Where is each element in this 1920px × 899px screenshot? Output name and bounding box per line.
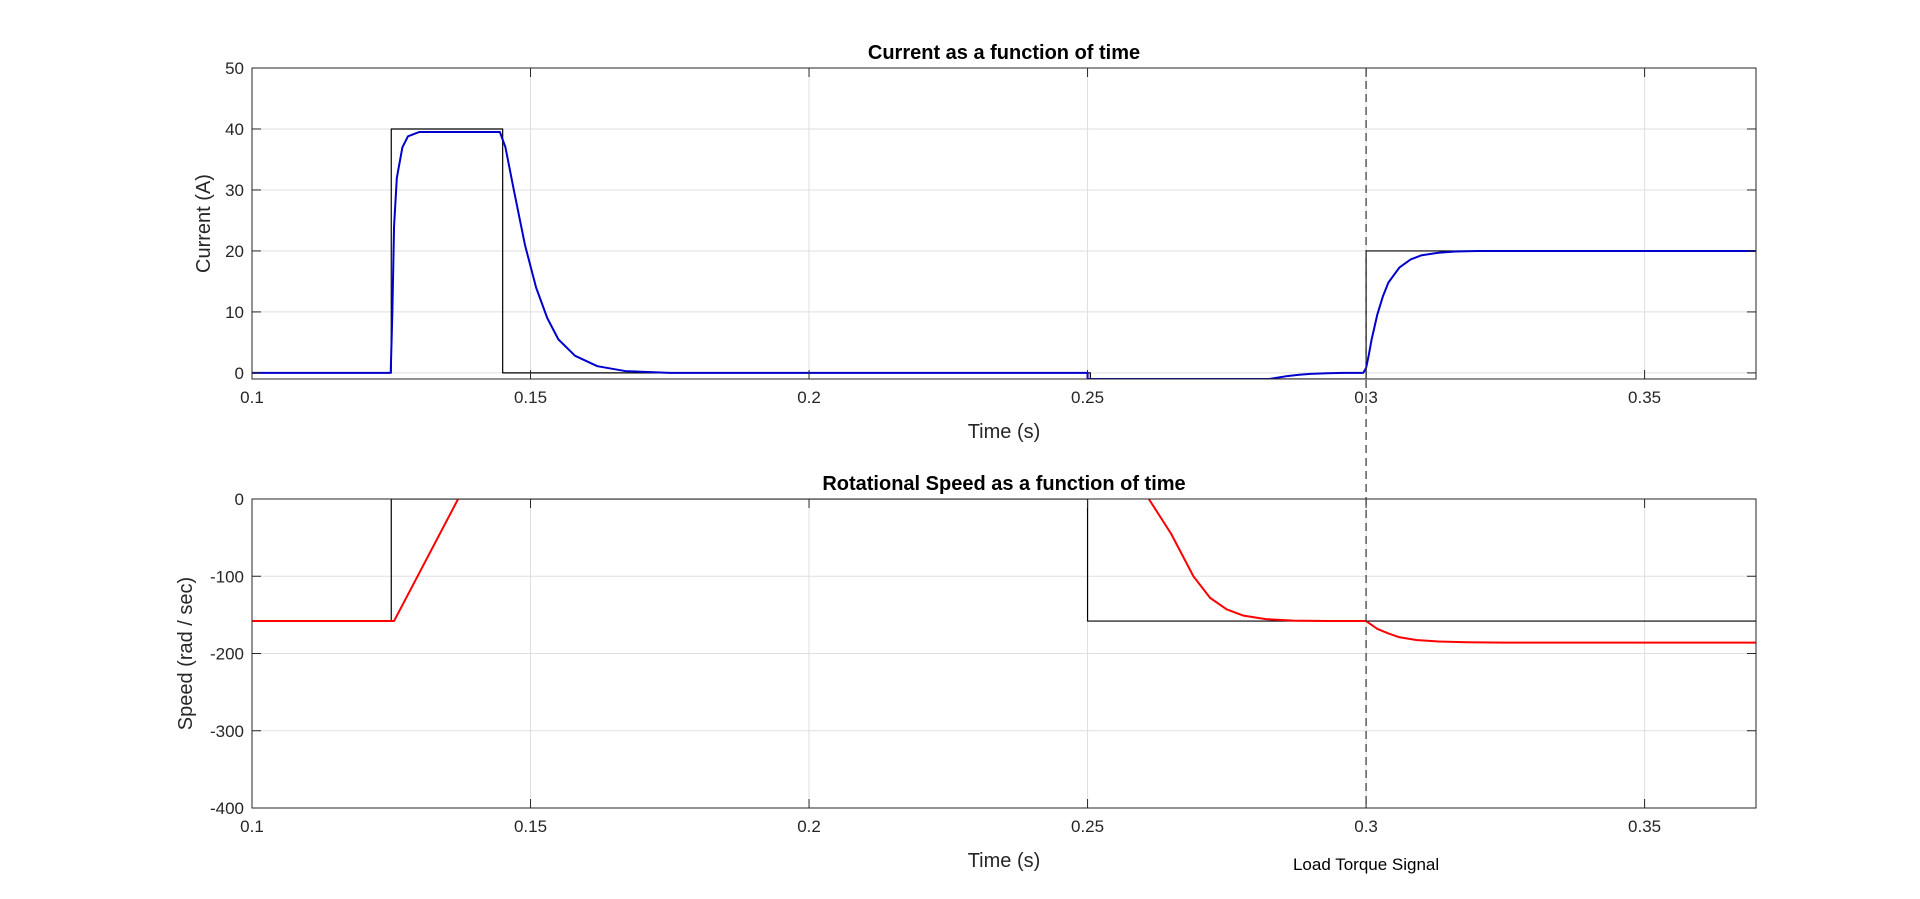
speed-x-tick-label: 0.3 [1354,817,1378,836]
speed-series-line-2 [1147,499,1756,644]
current-x-tick-label: 0.1 [240,388,264,407]
current-series [252,128,1756,379]
speed-y-tick-label: -300 [210,722,244,741]
current-y-tick-label: 30 [225,181,244,200]
speed-grid [251,498,1756,809]
speed-chart-title: Rotational Speed as a function of time [822,473,1185,495]
speed-x-tick-label: 0.1 [240,817,264,836]
current-series-line-0 [252,128,1756,379]
speed-ticks: 0.1 0.15 0.2 0.25 0.3 0.35 0 -100 -200 -300 -400 [210,490,1756,836]
current-axes-box [251,67,1757,380]
current-series-line-1 [252,131,1756,379]
current-x-tick-label: 0.35 [1628,388,1661,407]
current-y-tick-label: 20 [225,242,244,261]
speed-x-axis-label: Time (s) [968,850,1041,872]
speed-series-line-1 [252,499,460,623]
speed-series-line-0 [252,499,1756,622]
speed-y-axis-label: Speed (rad / sec) [175,577,197,730]
speed-y-tick-label: -200 [210,645,244,664]
speed-x-tick-label: 0.2 [797,817,821,836]
speed-y-tick-label: -100 [210,567,244,586]
speed-x-tick-label: 0.25 [1071,817,1104,836]
current-x-tick-label: 0.15 [514,388,547,407]
current-x-axis-label: Time (s) [968,421,1041,443]
speed-chart: 0.1 0.15 0.2 0.25 0.3 0.35 0 -100 -200 -300 -400 R… [175,473,1757,872]
current-y-tick-label: 40 [225,120,244,139]
current-x-tick-label: 0.25 [1071,388,1104,407]
current-chart-title: Current as a function of time [868,42,1140,64]
speed-x-tick-label: 0.35 [1628,817,1661,836]
current-y-axis-label: Current (A) [193,174,215,273]
current-y-tick-label: 0 [235,364,244,383]
current-y-tick-label: 50 [225,59,244,78]
current-y-tick-label: 10 [225,303,244,322]
current-x-tick-label: 0.2 [797,388,821,407]
current-grid [251,67,1756,379]
speed-y-tick-label: -400 [210,799,244,818]
speed-x-tick-label: 0.15 [514,817,547,836]
speed-y-tick-label: 0 [235,490,244,509]
load-torque-signal-label: Load Torque Signal [1293,855,1439,874]
